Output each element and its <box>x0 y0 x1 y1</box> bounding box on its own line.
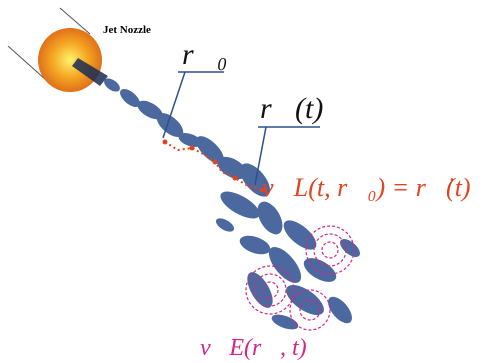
trajectory-points <box>162 139 265 193</box>
leader-lines <box>162 71 320 186</box>
nozzle <box>38 28 102 92</box>
nozzle-label: Jet Nozzle <box>103 24 151 36</box>
position-label: r⃗(t) <box>260 92 323 125</box>
lagrangian-velocity-label: v⃗L(t, r⃗₀) = r⃗̇(t) <box>262 173 471 202</box>
jet-plume <box>72 58 360 330</box>
nozzle-frame <box>7 7 91 81</box>
initial-position-label: r⃗₀ <box>182 38 227 71</box>
eulerian-field <box>245 225 355 331</box>
eulerian-velocity-label: v⃗E(r⃗, t) <box>200 335 307 361</box>
